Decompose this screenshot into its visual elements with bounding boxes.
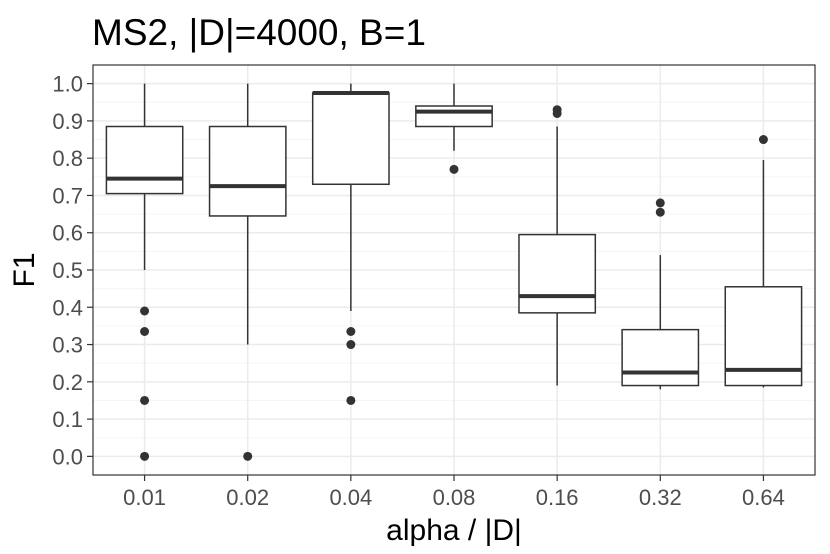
y-tick-label: 0.5 — [52, 258, 83, 283]
x-tick-label: 0.32 — [639, 485, 682, 510]
y-axis-title: F1 — [8, 252, 41, 287]
outlier-point — [346, 395, 356, 405]
box-iqr — [415, 105, 493, 128]
box-iqr — [105, 125, 184, 195]
box-0.04 — [311, 83, 390, 405]
outlier-point — [552, 108, 562, 118]
outlier-point — [449, 164, 459, 174]
outlier-point — [140, 395, 150, 405]
box-0.16 — [518, 105, 597, 386]
y-tick-label: 0.6 — [52, 221, 83, 246]
y-tick-label: 0.2 — [52, 370, 83, 395]
outlier-point — [758, 135, 768, 145]
box-0.01 — [105, 83, 184, 461]
outlier-point — [140, 306, 150, 316]
x-tick-label: 0.01 — [123, 485, 166, 510]
x-axis-title: alpha / |D| — [386, 514, 522, 547]
box-iqr — [208, 125, 287, 217]
y-tick-label: 0.3 — [52, 333, 83, 358]
outlier-point — [655, 207, 665, 217]
y-tick-label: 0.0 — [52, 444, 83, 469]
x-tick-label: 0.64 — [742, 485, 785, 510]
outlier-point — [243, 451, 253, 461]
x-tick-label: 0.04 — [329, 485, 372, 510]
y-tick-label: 0.7 — [52, 183, 83, 208]
y-tick-label: 0.9 — [52, 109, 83, 134]
box-0.08 — [415, 83, 493, 174]
outlier-point — [655, 198, 665, 208]
box-iqr — [621, 328, 700, 387]
x-tick-label: 0.08 — [433, 485, 476, 510]
chart-title: MS2, |D|=4000, B=1 — [92, 12, 426, 53]
boxes — [105, 83, 803, 461]
outlier-point — [140, 451, 150, 461]
y-tick-label: 0.4 — [52, 295, 83, 320]
x-tick-label: 0.02 — [226, 485, 269, 510]
y-tick-label: 1.0 — [52, 72, 83, 97]
box-0.32 — [621, 198, 700, 390]
outlier-point — [346, 327, 356, 336]
box-0.02 — [208, 83, 287, 461]
y-axis: 0.0 0.1 0.2 0.3 0.4 0.5 0.6 0.7 0.8 0.9 1.0 — [52, 72, 93, 469]
box-iqr — [518, 233, 597, 314]
x-axis: 0.01 0.02 0.04 0.08 0.16 0.32 0.64 — [123, 475, 785, 510]
outlier-point — [346, 340, 356, 350]
y-tick-label: 0.8 — [52, 146, 83, 171]
y-tick-label: 0.1 — [52, 407, 83, 432]
box-0.64 — [724, 135, 803, 388]
x-tick-label: 0.16 — [536, 485, 579, 510]
box-iqr — [311, 92, 390, 186]
outlier-point — [140, 327, 150, 336]
